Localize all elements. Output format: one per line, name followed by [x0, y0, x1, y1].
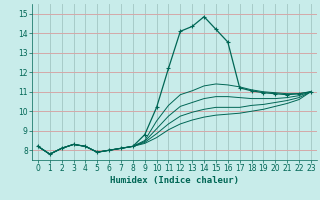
- X-axis label: Humidex (Indice chaleur): Humidex (Indice chaleur): [110, 176, 239, 185]
